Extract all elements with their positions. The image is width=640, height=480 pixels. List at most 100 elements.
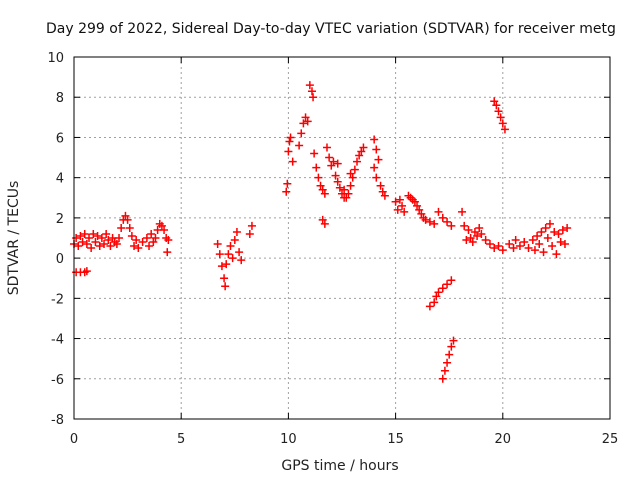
data-point [445,350,454,359]
data-point [78,238,87,247]
data-point [400,207,409,216]
data-point [477,229,486,238]
data-point [421,215,430,224]
data-point [350,165,359,174]
data-point [104,236,113,245]
data-point [359,143,368,152]
data-point [528,236,537,245]
data-point [80,229,89,238]
data-point [443,217,452,226]
data-point [340,185,349,194]
data-points [70,81,572,383]
grid-lines [74,57,610,419]
y-tick-label: 10 [47,51,64,66]
x-tick-label: 10 [280,432,297,447]
data-point [97,234,106,242]
data-point [220,274,229,283]
data-point [106,242,115,251]
data-point [438,374,447,383]
data-point [142,234,151,242]
data-point [346,181,355,190]
y-axis-label: SDTVAR / TECUs [6,181,22,296]
y-tick-label: -2 [51,292,64,307]
data-point [348,173,357,182]
data-point [548,242,557,251]
data-point [213,240,222,249]
data-point [100,240,109,249]
data-point [301,113,310,122]
data-point [132,236,141,245]
data-point [145,242,154,251]
y-tick-label: 6 [56,131,64,146]
data-point [468,238,477,247]
y-tick-label: 0 [56,252,64,267]
data-point [230,236,239,245]
data-point [430,298,439,307]
data-point [295,141,304,150]
data-point [320,189,329,198]
data-point [282,187,291,196]
data-point [430,219,439,228]
data-point [372,173,381,182]
data-point [357,147,366,156]
data-point [391,197,400,206]
data-point [305,81,314,90]
data-point [410,197,419,206]
y-tick-label: -6 [51,373,64,388]
data-point [333,159,342,168]
data-point [374,155,383,164]
data-point [353,157,362,166]
data-point [492,101,501,110]
data-point [74,242,83,251]
data-point [117,223,126,232]
data-point [417,209,426,218]
data-point [539,248,548,257]
data-point [425,217,434,226]
data-point [130,242,139,251]
data-point [485,240,494,249]
data-point [217,262,226,271]
data-point [237,256,246,265]
y-tick-label: -8 [51,413,64,428]
data-point [125,223,134,232]
data-point [76,231,85,240]
data-point [449,336,458,345]
data-point [72,234,81,242]
data-point [318,185,327,194]
data-point [378,187,387,196]
data-point [307,87,316,96]
data-point [87,244,96,253]
data-point [524,244,533,253]
data-point [247,221,256,230]
data-point [563,223,572,232]
data-point [224,250,233,259]
data-point [475,223,484,232]
data-point [112,240,121,249]
data-point [309,93,318,102]
data-point [138,238,147,247]
data-point [310,149,319,158]
data-point [160,225,169,234]
data-point [537,227,546,236]
data-point [283,179,292,188]
data-point [163,248,172,257]
y-tick-label: 2 [56,212,64,227]
data-point [466,234,475,242]
data-point [157,221,166,230]
data-point [500,125,509,134]
x-tick-label: 5 [177,432,185,447]
data-point [82,240,91,249]
data-point [372,145,381,154]
data-point [93,231,102,240]
data-point [535,240,544,249]
data-point [91,238,100,247]
y-tick-labels: -8 -6 -4 -2 0 2 4 6 8 10 [47,51,64,428]
data-point [329,157,338,166]
data-point [498,246,507,255]
x-tick-labels: 0 5 10 15 20 25 [70,432,618,447]
data-point [123,215,132,224]
data-point [316,181,325,190]
data-point [299,119,308,128]
data-point [443,280,452,289]
data-point [393,205,402,214]
